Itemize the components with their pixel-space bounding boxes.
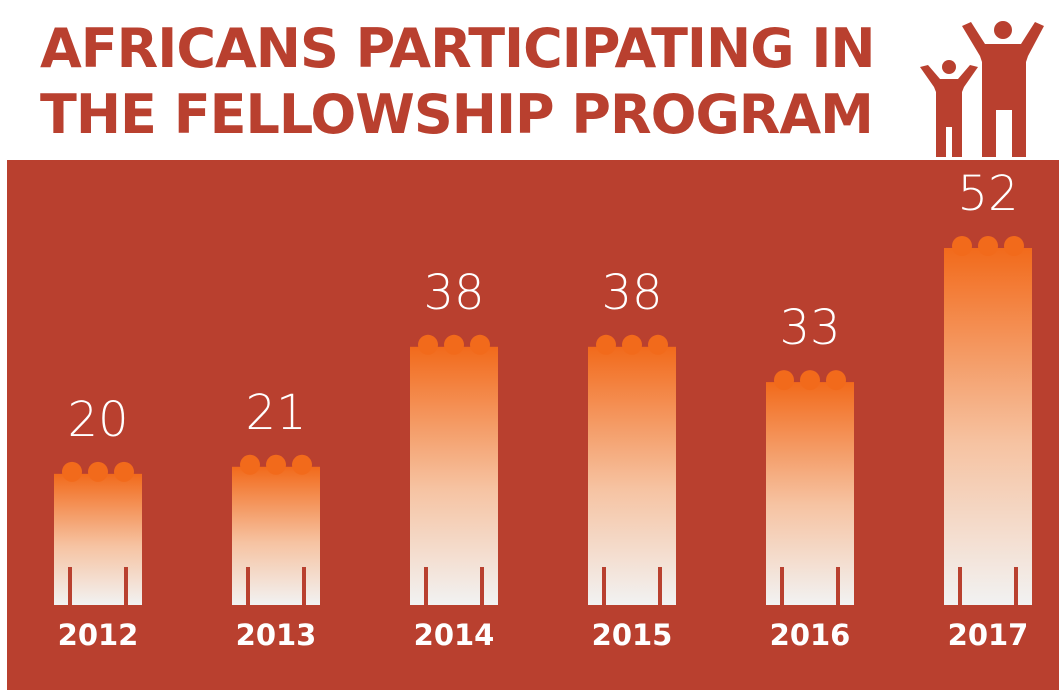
people-stack [766,382,854,605]
people-stack [410,346,498,605]
person-gap [68,567,72,605]
year-label: 2013 [236,618,317,652]
person-gap [780,567,784,605]
bar-2012 [54,461,142,605]
bars-group [54,236,1032,605]
person-gap [658,567,662,605]
year-label: 2014 [414,618,495,652]
people-stack [232,466,320,605]
value-label: 33 [779,300,840,356]
person-head-icon [648,334,668,355]
person-head-icon [114,461,134,482]
person-head-icon [418,334,438,355]
person-head-icon [952,236,972,256]
chart-title: AFRICANS PARTICIPATING IN THE FELLOWSHIP… [40,16,876,148]
person-head-icon [62,461,82,482]
value-label: 38 [423,265,484,321]
person-gap [302,567,306,605]
bar-2016 [766,370,854,605]
person-head-icon [826,370,846,391]
person-gap [246,567,250,605]
person-head-icon [596,334,616,355]
person-head-icon [800,370,820,391]
bar-2015 [588,334,676,605]
bar-2013 [232,454,320,605]
people-stack [944,248,1032,605]
title-line-1: AFRICANS PARTICIPATING IN [40,17,876,80]
value-label: 21 [245,385,306,441]
people-stack [588,346,676,605]
celebrating-people-icon [920,21,1044,157]
chart-panel [7,160,1059,690]
bar-2017 [944,236,1032,605]
year-labels-group: 2012 2013 2014 2015 2016 2017 [58,618,1029,652]
person-head-icon [1004,236,1024,256]
person-gap [602,567,606,605]
person-head-icon [266,454,286,475]
value-label: 20 [67,392,128,448]
value-label: 52 [957,166,1018,222]
person-gap [424,567,428,605]
title-line-2: THE FELLOWSHIP PROGRAM [40,83,874,146]
year-label: 2015 [592,618,673,652]
person-gap [124,567,128,605]
person-head-icon [470,334,490,355]
person-gap [480,567,484,605]
person-head-icon [240,454,260,475]
person-head-icon [444,334,464,355]
people-stack [54,473,142,605]
value-labels-group: 20 21 38 38 33 52 [67,166,1018,448]
person-head-icon [774,370,794,391]
person-head-icon [292,454,312,475]
person-head-icon [978,236,998,256]
person-head-icon [88,461,108,482]
person-gap [836,567,840,605]
year-label: 2017 [948,618,1029,652]
year-label: 2012 [58,618,139,652]
person-gap [1014,567,1018,605]
value-label: 38 [601,265,662,321]
year-label: 2016 [770,618,851,652]
bar-2014 [410,334,498,605]
person-gap [958,567,962,605]
person-head-icon [622,334,642,355]
